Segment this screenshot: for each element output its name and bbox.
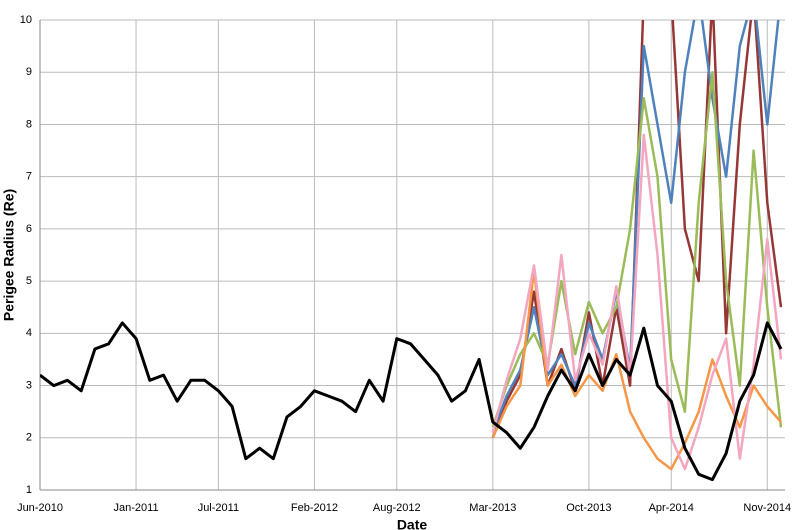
series-line	[40, 321, 783, 482]
x-tick-label: Aug-2012	[373, 502, 421, 514]
x-tick-label: Mar-2013	[469, 502, 516, 514]
x-tick-label: Jun-2010	[17, 502, 63, 514]
x-tick-label: Nov-2014	[743, 502, 791, 514]
series-line	[491, 133, 783, 471]
x-tick-label: Apr-2014	[649, 502, 694, 514]
y-tick-label: 4	[26, 327, 32, 339]
y-tick-label: 5	[26, 275, 32, 287]
series-line	[491, 70, 783, 428]
y-tick-label: 1	[26, 484, 32, 496]
x-tick-label: Feb-2012	[291, 502, 338, 514]
y-tick-label: 2	[26, 432, 32, 444]
y-tick-label: 6	[26, 223, 32, 235]
plot-area	[40, 20, 783, 482]
x-axis-label: Date	[397, 517, 428, 530]
y-tick-label: 3	[26, 379, 32, 391]
y-tick-label: 10	[20, 14, 32, 26]
y-tick-label: 9	[26, 66, 32, 78]
series-line	[491, 20, 780, 434]
x-tick-label: Jul-2011	[198, 502, 239, 514]
x-tick-label: Jan-2011	[114, 502, 159, 514]
y-tick-label: 7	[26, 171, 32, 183]
series-line	[491, 269, 782, 471]
y-tick-label: 8	[26, 118, 32, 130]
y-axis-label: Perigee Radius (Re)	[1, 189, 17, 321]
x-tick-label: Oct-2013	[566, 502, 611, 514]
